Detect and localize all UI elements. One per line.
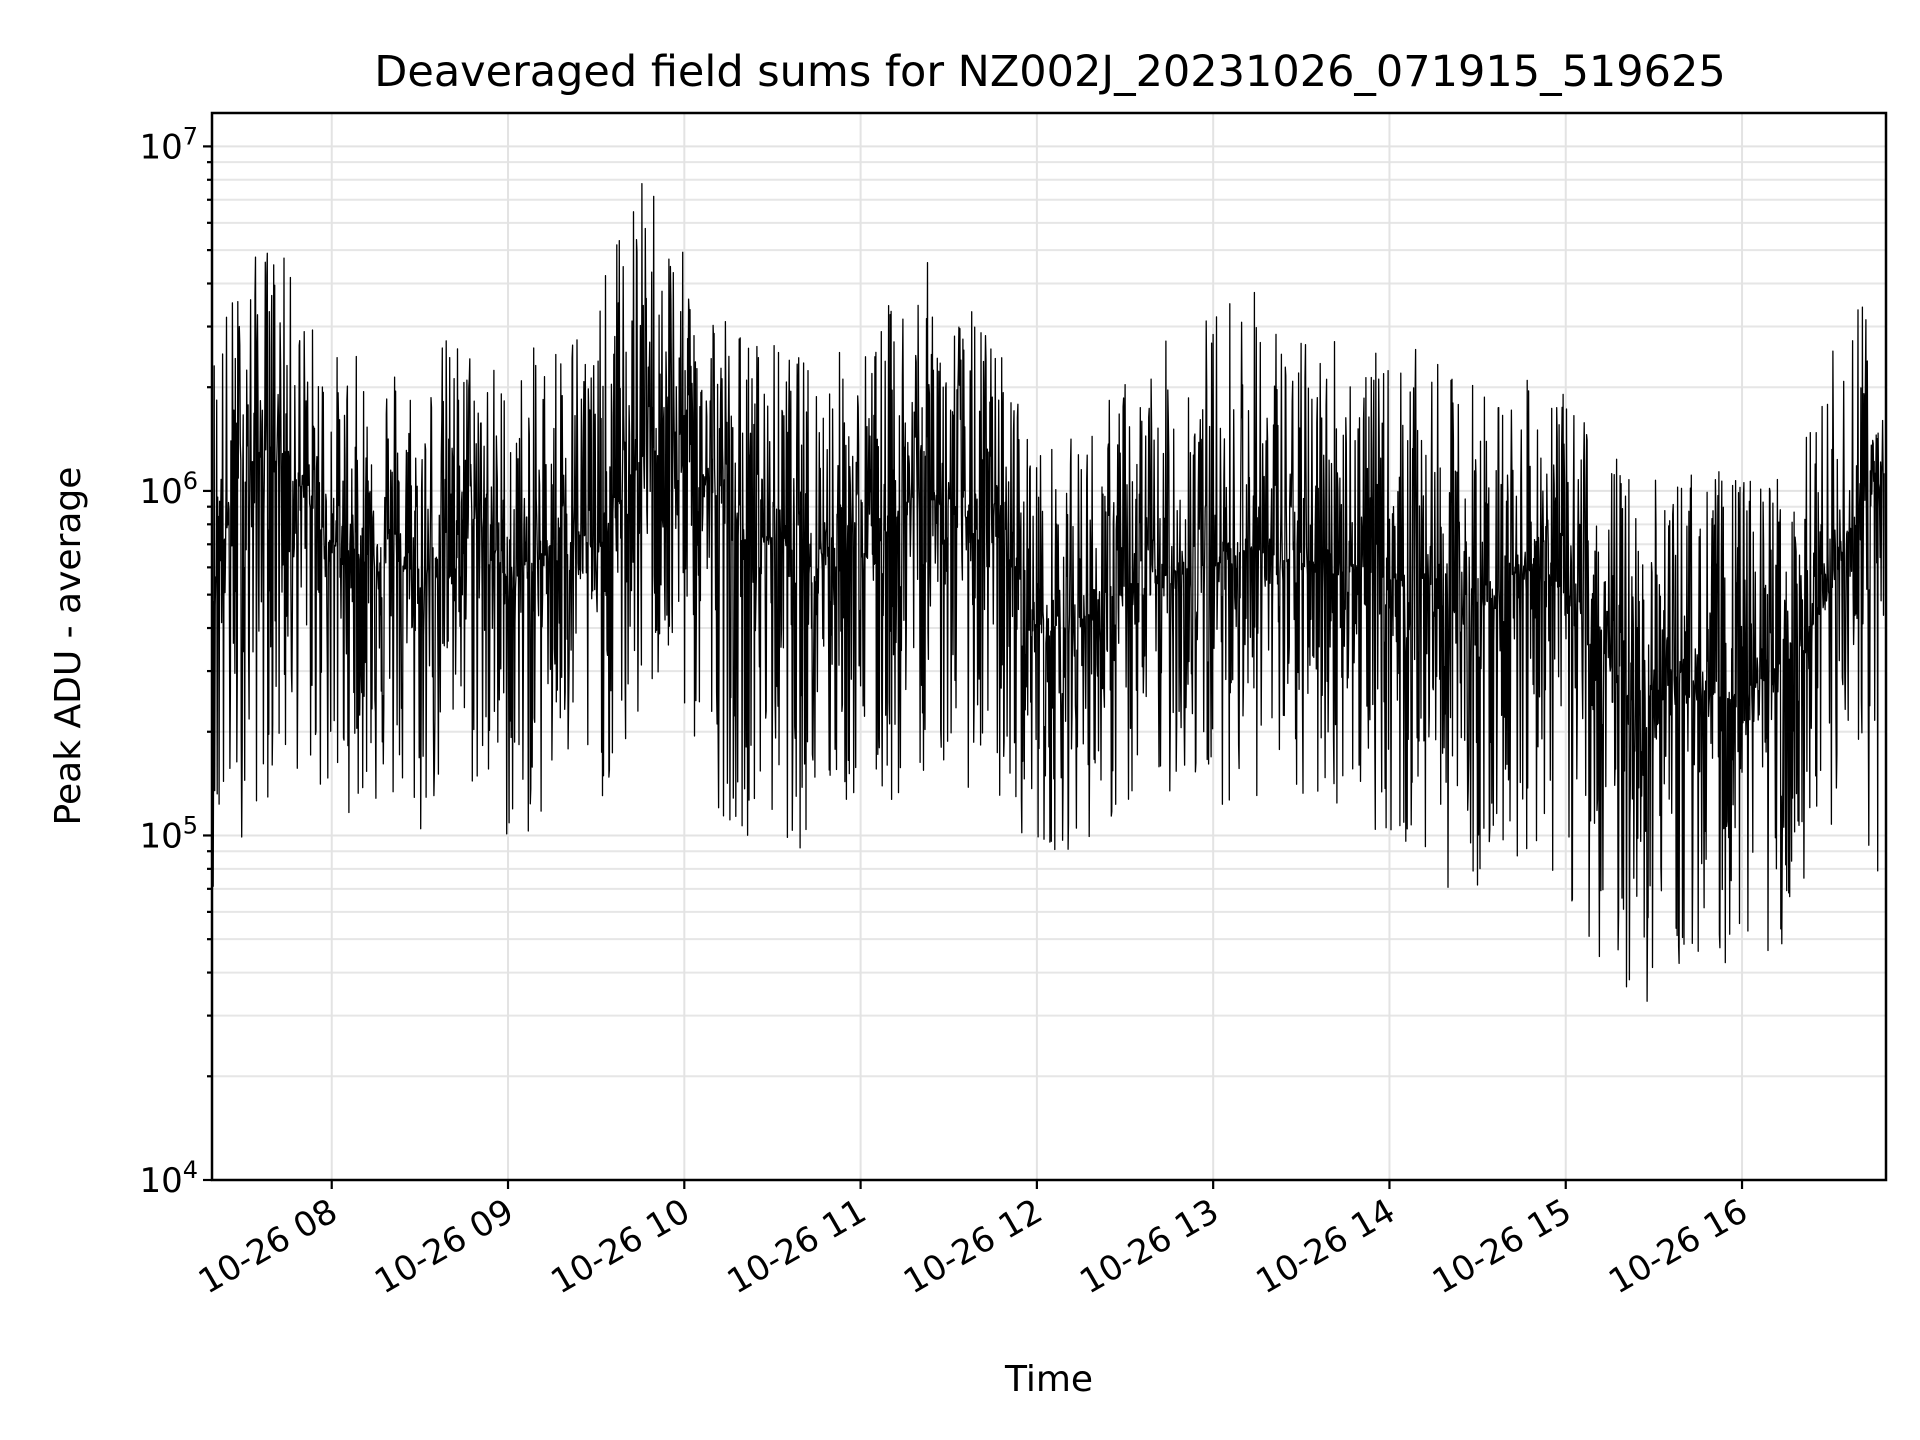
x-tick-label: 10-26 12: [897, 1191, 1049, 1302]
chart-title: Deaveraged field sums for NZ002J_2023102…: [374, 47, 1725, 97]
x-tick-label: 10-26 11: [721, 1191, 873, 1302]
y-tick-label: 105: [139, 811, 198, 856]
series-group: [212, 183, 1885, 1002]
x-tick-label: 10-26 09: [368, 1191, 520, 1302]
x-tick-label: 10-26 13: [1073, 1191, 1225, 1302]
x-tick-label: 10-26 16: [1602, 1191, 1754, 1302]
x-axis-label: Time: [1004, 1359, 1093, 1400]
x-tick-label: 10-26 14: [1250, 1191, 1402, 1302]
y-tick-label: 106: [139, 467, 198, 512]
x-tick-label: 10-26 10: [544, 1191, 696, 1302]
y-axis-label: Peak ADU - average: [48, 467, 89, 826]
y-tick-label: 104: [139, 1156, 198, 1201]
x-tick-label: 10-26 08: [192, 1191, 344, 1302]
x-axis: 10-26 08 10-26 09 10-26 10 10-26 11 10-26 12…: [192, 1180, 1755, 1302]
series-line: [212, 183, 1885, 1002]
x-tick-label: 10-26 15: [1426, 1191, 1578, 1302]
plot-frame: [210, 111, 1888, 1182]
y-axis: 104 105 106 107: [139, 122, 212, 1201]
y-tick-label: 107: [139, 122, 198, 167]
